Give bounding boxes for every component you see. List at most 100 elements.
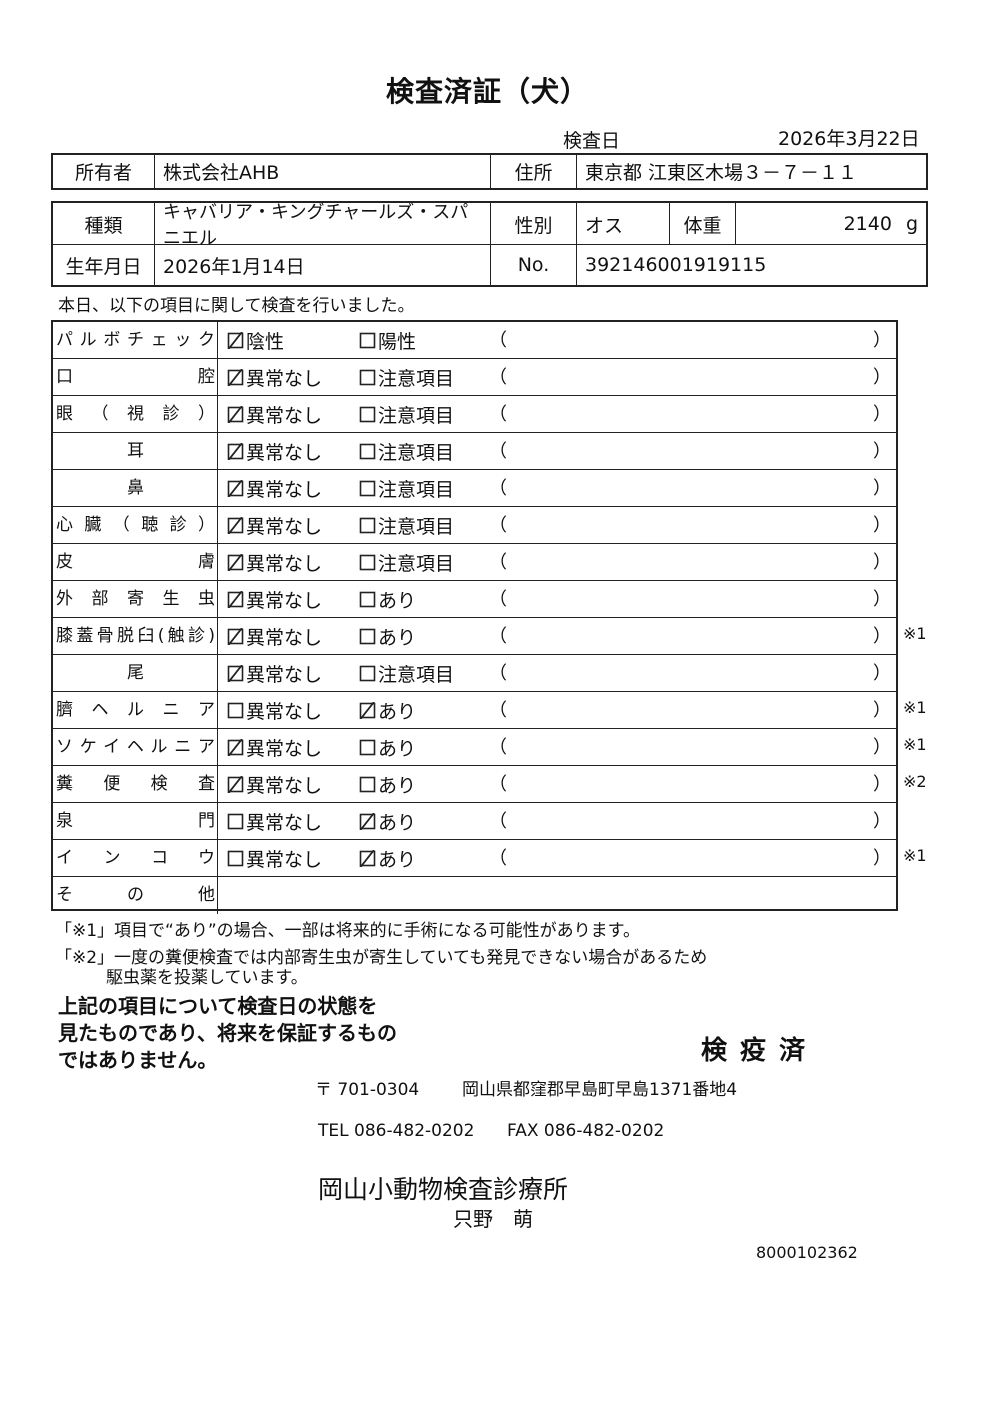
- checked-box-icon[interactable]: [227, 665, 244, 682]
- checked-box-icon[interactable]: [359, 813, 376, 830]
- option-normal[interactable]: 異常なし: [227, 618, 322, 655]
- option-abnormal[interactable]: あり: [359, 766, 416, 803]
- option-abnormal[interactable]: あり: [359, 692, 416, 729]
- checked-box-icon[interactable]: [227, 517, 244, 534]
- check-item-label: 外部寄生虫: [56, 581, 218, 618]
- checklist-row: 耳 異常なし 注意項目 （ ）: [53, 433, 896, 470]
- row-footnote-mark: ※1: [903, 735, 927, 754]
- option-abnormal[interactable]: あり: [359, 840, 416, 877]
- option-normal[interactable]: 異常なし: [227, 729, 322, 766]
- option-label: 異常なし: [246, 849, 323, 871]
- option-normal[interactable]: 陰性: [227, 322, 284, 359]
- checked-box-icon[interactable]: [227, 480, 244, 497]
- option-normal[interactable]: 異常なし: [227, 766, 322, 803]
- row-footnote-mark: ※1: [903, 846, 927, 865]
- checkbox-icon[interactable]: [227, 850, 244, 867]
- option-normal[interactable]: 異常なし: [227, 396, 322, 433]
- clinic-address: 岡山県都窪郡早島町早島1371番地4: [462, 1080, 738, 1100]
- option-abnormal[interactable]: 陽性: [359, 322, 416, 359]
- option-normal[interactable]: 異常なし: [227, 581, 322, 618]
- checked-box-icon[interactable]: [359, 850, 376, 867]
- paren-open: （: [489, 626, 507, 647]
- option-label: あり: [378, 590, 417, 612]
- sex-value: オス: [577, 203, 670, 245]
- checklist-row: 糞便検査 異常なし あり （ ）: [53, 766, 896, 803]
- checklist-row: 皮膚 異常なし 注意項目 （ ）: [53, 544, 896, 581]
- option-label: 異常なし: [246, 664, 323, 686]
- checked-box-icon[interactable]: [227, 739, 244, 756]
- option-label: 異常なし: [246, 479, 323, 501]
- paren-close: ）: [873, 700, 891, 721]
- paren-close: ）: [873, 589, 891, 610]
- option-normal[interactable]: 異常なし: [227, 692, 322, 729]
- paren-close: ）: [873, 515, 891, 536]
- checkbox-icon[interactable]: [359, 739, 376, 756]
- checklist-row: インコウ 異常なし あり （ ）: [53, 840, 896, 877]
- checkbox-icon[interactable]: [359, 554, 376, 571]
- checked-box-icon[interactable]: [359, 702, 376, 719]
- checkbox-icon[interactable]: [359, 591, 376, 608]
- clinic-tel: TEL 086-482-0202: [318, 1121, 475, 1141]
- checkbox-icon[interactable]: [359, 517, 376, 534]
- vet-name: 只野 萌: [453, 1207, 533, 1231]
- checkbox-icon[interactable]: [359, 406, 376, 423]
- option-abnormal[interactable]: あり: [359, 581, 416, 618]
- option-abnormal[interactable]: 注意項目: [359, 544, 454, 581]
- check-item-label: インコウ: [56, 840, 218, 877]
- check-item-label: パルボチェック: [56, 322, 218, 359]
- checked-box-icon[interactable]: [227, 332, 244, 349]
- checkbox-icon[interactable]: [227, 702, 244, 719]
- option-abnormal[interactable]: 注意項目: [359, 359, 454, 396]
- paren-close: ）: [873, 330, 891, 351]
- checkbox-icon[interactable]: [359, 443, 376, 460]
- option-abnormal[interactable]: 注意項目: [359, 470, 454, 507]
- pet-table: 種類 キャバリア・キングチャールズ・スパニエル 性別 オス 体重 2140 g …: [51, 201, 928, 287]
- checked-box-icon[interactable]: [227, 554, 244, 571]
- checklist-row: その他: [53, 877, 896, 914]
- clinic-name: 岡山小動物検査診療所: [318, 1175, 569, 1204]
- checkbox-icon[interactable]: [359, 332, 376, 349]
- checkbox-icon[interactable]: [359, 665, 376, 682]
- checkbox-icon[interactable]: [359, 628, 376, 645]
- paren-open: （: [489, 663, 507, 684]
- check-item-label: 泉門: [56, 803, 218, 840]
- paren-close: ）: [873, 478, 891, 499]
- paren-close: ）: [873, 663, 891, 684]
- option-normal[interactable]: 異常なし: [227, 655, 322, 692]
- option-abnormal[interactable]: あり: [359, 729, 416, 766]
- checked-box-icon[interactable]: [227, 369, 244, 386]
- option-label: 異常なし: [246, 701, 323, 723]
- checkbox-icon[interactable]: [227, 813, 244, 830]
- option-normal[interactable]: 異常なし: [227, 507, 322, 544]
- option-normal[interactable]: 異常なし: [227, 470, 322, 507]
- option-abnormal[interactable]: 注意項目: [359, 396, 454, 433]
- checked-box-icon[interactable]: [227, 591, 244, 608]
- option-label: 異常なし: [246, 516, 323, 538]
- option-label: 注意項目: [378, 368, 455, 390]
- row-footnote-mark: ※1: [903, 698, 927, 717]
- option-normal[interactable]: 異常なし: [227, 433, 322, 470]
- option-normal[interactable]: 異常なし: [227, 840, 322, 877]
- checked-box-icon[interactable]: [227, 443, 244, 460]
- option-abnormal[interactable]: 注意項目: [359, 655, 454, 692]
- option-abnormal[interactable]: 注意項目: [359, 433, 454, 470]
- option-label: 注意項目: [378, 442, 455, 464]
- option-abnormal[interactable]: あり: [359, 618, 416, 655]
- option-label: 異常なし: [246, 812, 323, 834]
- paren-open: （: [489, 515, 507, 536]
- option-abnormal[interactable]: 注意項目: [359, 507, 454, 544]
- checkbox-icon[interactable]: [359, 776, 376, 793]
- check-item-label: 尾: [56, 655, 218, 692]
- option-normal[interactable]: 異常なし: [227, 359, 322, 396]
- paren-close: ）: [873, 848, 891, 869]
- option-abnormal[interactable]: あり: [359, 803, 416, 840]
- checkbox-icon[interactable]: [359, 369, 376, 386]
- checked-box-icon[interactable]: [227, 406, 244, 423]
- option-normal[interactable]: 異常なし: [227, 544, 322, 581]
- checkbox-icon[interactable]: [359, 480, 376, 497]
- checked-box-icon[interactable]: [227, 628, 244, 645]
- checked-box-icon[interactable]: [227, 776, 244, 793]
- option-normal[interactable]: 異常なし: [227, 803, 322, 840]
- option-label: あり: [378, 849, 417, 871]
- exam-date: 2026年3月22日: [778, 128, 920, 150]
